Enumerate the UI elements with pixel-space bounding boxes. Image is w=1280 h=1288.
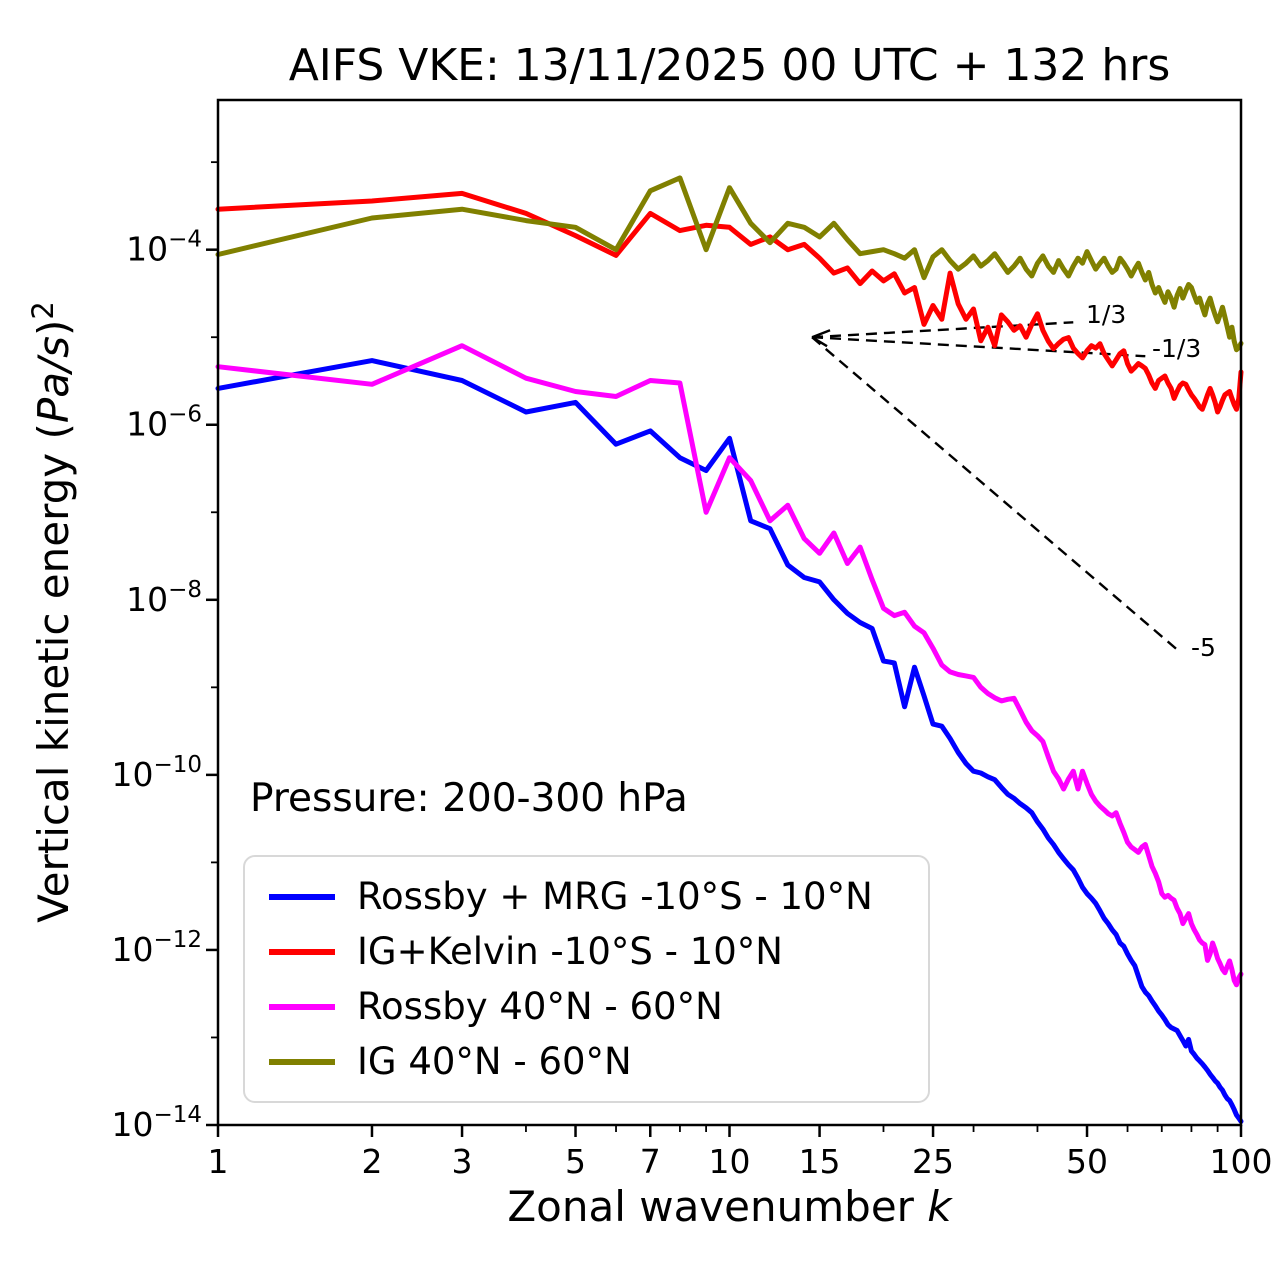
legend-label: IG+Kelvin -10°S - 10°N [357, 930, 783, 973]
x-axis-label: Zonal wavenumber k [218, 1182, 1241, 1231]
reference-arrow [811, 329, 831, 348]
series-line-ig-midlat [215, 175, 1244, 353]
y-axis-label-close: ) [29, 319, 78, 337]
reference-line-minus-one-third [811, 336, 1146, 358]
y-tick-label: 10−8 [126, 577, 202, 619]
series-line-rossby-mrg-tropics [215, 358, 1244, 1124]
x-tick-label: 1 [208, 1142, 229, 1181]
series-line-ig-kelvin-tropics [215, 190, 1244, 415]
slope-label-minus-five: -5 [1191, 633, 1216, 662]
legend-swatch-ig-kelvin-tropics [269, 948, 335, 955]
legend-swatch-ig-midlat [269, 1058, 335, 1065]
x-axis-label-text: Zonal wavenumber [507, 1182, 928, 1231]
legend-item-ig-kelvin-tropics: IG+Kelvin -10°S - 10°N [269, 930, 928, 973]
legend-label: Rossby 40°N - 60°N [357, 985, 723, 1028]
legend-item-rossby-mrg-tropics: Rossby + MRG -10°S - 10°N [269, 875, 928, 918]
x-tick-label: 100 [1210, 1142, 1273, 1181]
legend-item-ig-midlat: IG 40°N - 60°N [269, 1040, 928, 1083]
y-axis-label-text: Vertical kinetic energy ( [29, 423, 78, 923]
y-axis-label-exponent: 2 [26, 301, 60, 320]
legend-label: Rossby + MRG -10°S - 10°N [357, 875, 873, 918]
x-tick-label: 2 [361, 1142, 382, 1181]
x-tick-label: 25 [912, 1142, 954, 1181]
x-tick-label: 50 [1066, 1142, 1108, 1181]
y-axis-label: Vertical kinetic energy (Pa/s)2 [26, 301, 78, 923]
y-tick-label: 10−12 [111, 927, 202, 969]
chart-title: AIFS VKE: 13/11/2025 00 UTC + 132 hrs [288, 40, 1171, 91]
series-line-rossby-midlat [215, 343, 1244, 988]
y-tick-label: 10−4 [126, 227, 202, 269]
legend: Rossby + MRG -10°S - 10°N IG+Kelvin -10°S… [243, 855, 930, 1103]
legend-label: IG 40°N - 60°N [357, 1040, 632, 1083]
y-axis-label-units: Pa/s [29, 336, 78, 424]
y-tick-label: 10−10 [111, 752, 202, 794]
x-tick-label: 5 [565, 1142, 586, 1181]
y-tick-label: 10−14 [111, 1102, 202, 1144]
pressure-annotation: Pressure: 200-300 hPa [250, 776, 688, 821]
legend-swatch-rossby-midlat [269, 1003, 335, 1010]
slope-label-one-third: 1/3 [1086, 300, 1127, 329]
x-tick-label: 3 [452, 1142, 473, 1181]
legend-item-rossby-midlat: Rossby 40°N - 60°N [269, 985, 928, 1028]
x-axis-label-symbol: k [927, 1182, 952, 1231]
legend-swatch-rossby-mrg-tropics [269, 893, 335, 900]
x-tick-label: 15 [799, 1142, 841, 1181]
slope-label-minus-one-third: -1/3 [1152, 334, 1202, 363]
reference-line-minus-five [811, 336, 1181, 653]
x-tick-label: 10 [709, 1142, 751, 1181]
y-tick-label: 10−6 [126, 402, 202, 444]
x-tick-label: 7 [640, 1142, 661, 1181]
